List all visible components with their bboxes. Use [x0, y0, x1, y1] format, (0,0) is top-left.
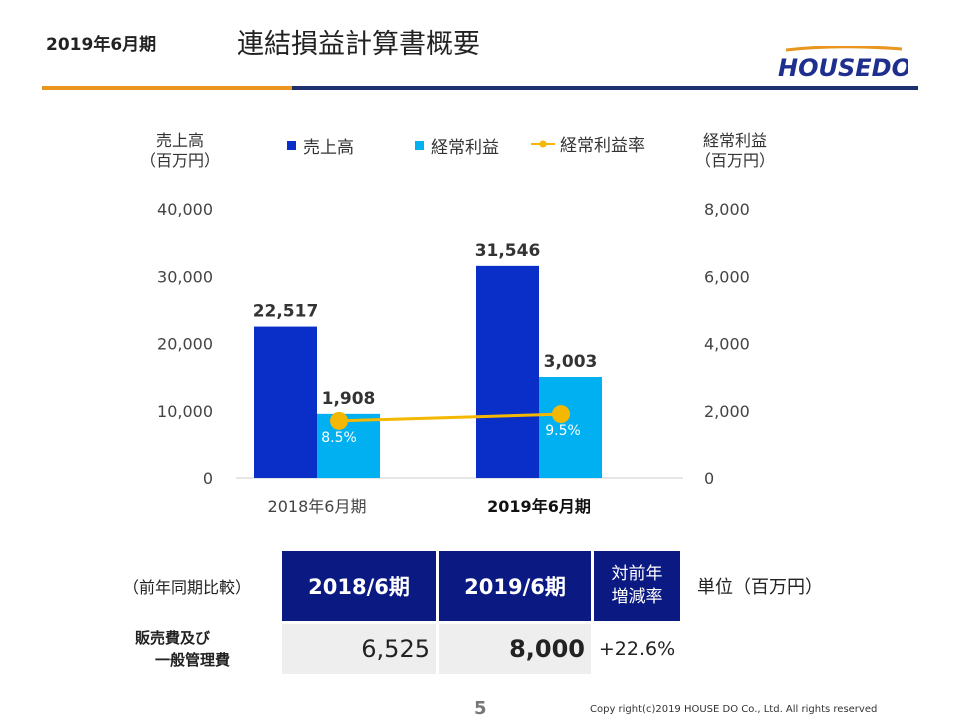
right-axis-title: 経常利益 （百万円）: [690, 131, 780, 171]
table-unit: 単位（百万円）: [697, 577, 823, 598]
x-axis-tick-label: 2019年6月期: [487, 497, 591, 516]
left-axis-tick-label: 20,000: [157, 335, 213, 354]
table-cell-2018: 6,525: [282, 624, 436, 674]
table-row: 販売費及び 一般管理費 6,525 8,000 +22.6%: [123, 624, 837, 674]
data-label-ordinary-profit: 1,908: [322, 389, 376, 409]
comparison-table: （前年同期比較） 2018/6期 2019/6期 対前年 増減率 単位（百万円）…: [120, 548, 840, 677]
right-axis-tick-label: 4,000: [704, 335, 750, 354]
right-axis-title-line2: （百万円）: [694, 151, 775, 170]
page-number: 5: [474, 698, 487, 719]
right-axis-tick-label: 2,000: [704, 402, 750, 421]
left-axis-tick-label: 40,000: [157, 200, 213, 219]
table-cell-change: +22.6%: [594, 624, 680, 674]
legend-item-profit-ratio: 経常利益率: [530, 131, 645, 156]
left-axis-title: 売上高 （百万円）: [140, 131, 220, 171]
point-profit-ratio: [552, 405, 571, 424]
bar-sales: [476, 265, 539, 478]
bar-sales: [254, 326, 317, 478]
copyright: Copy right(c)2019 HOUSE DO Co., Ltd. All…: [590, 704, 878, 715]
right-axis-tick-label: 0: [704, 469, 714, 488]
legend-label-profit-ratio: 経常利益率: [560, 136, 645, 156]
data-label-profit-ratio: 8.5%: [321, 430, 357, 446]
slide-title: 連結損益計算書概要: [237, 29, 480, 60]
table-caption: （前年同期比較）: [123, 578, 252, 597]
table-header-2018: 2018/6期: [282, 551, 436, 621]
data-label-sales: 22,517: [253, 302, 319, 322]
logo-text: HOUSEDO: [778, 54, 908, 80]
table-cell-2019: 8,000: [439, 624, 591, 674]
legend-line-marker-icon: [531, 140, 555, 147]
left-axis-tick-label: 30,000: [157, 267, 213, 286]
legend-swatch-ordinary-profit: [415, 141, 424, 150]
house-do-logo: HOUSEDO: [778, 46, 908, 80]
table-empty-cell: [683, 624, 837, 674]
left-axis-title-line1: 売上高: [155, 131, 204, 150]
left-axis-title-line2: （百万円）: [140, 151, 221, 170]
table-row-label-line2: 一般管理費: [155, 651, 231, 669]
x-axis-tick-label: 2018年6月期: [268, 497, 367, 516]
table-row-label: 販売費及び 一般管理費: [123, 624, 279, 674]
table-header-2019: 2019/6期: [439, 551, 591, 621]
table-header-change: 対前年 増減率: [594, 551, 680, 621]
bar-ordinary-profit: [539, 377, 602, 478]
right-axis-tick-label: 8,000: [704, 200, 750, 219]
table-header-change-line2: 増減率: [611, 587, 663, 607]
legend-item-sales: 売上高: [287, 133, 354, 158]
table-row-label-line1: 販売費及び: [135, 629, 211, 647]
header-rule-orange: [42, 86, 292, 90]
legend-label-ordinary-profit: 経常利益: [431, 138, 499, 158]
right-axis-tick-label: 6,000: [704, 267, 750, 286]
chart-canvas: 0 10,000 20,000 30,000 40,000 0 2,000 4,000 6,00…: [157, 200, 750, 516]
left-axis-tick-label: 10,000: [157, 402, 213, 421]
line-profit-ratio: [339, 412, 562, 423]
data-label-profit-ratio: 9.5%: [545, 423, 581, 439]
period-label: 2019年6月期: [46, 35, 157, 55]
right-axis-title-line1: 経常利益: [702, 131, 767, 150]
data-label-sales: 31,546: [475, 241, 541, 261]
legend-item-ordinary-profit: 経常利益: [415, 133, 499, 158]
legend-label-sales: 売上高: [303, 138, 354, 158]
left-axis-tick-label: 0: [203, 469, 213, 488]
point-profit-ratio: [330, 411, 349, 430]
bar-ordinary-profit: [317, 413, 380, 478]
table-header-change-line1: 対前年: [611, 564, 663, 584]
header-rule-navy: [292, 86, 918, 90]
data-label-ordinary-profit: 3,003: [544, 352, 598, 372]
legend-swatch-sales: [287, 141, 296, 150]
